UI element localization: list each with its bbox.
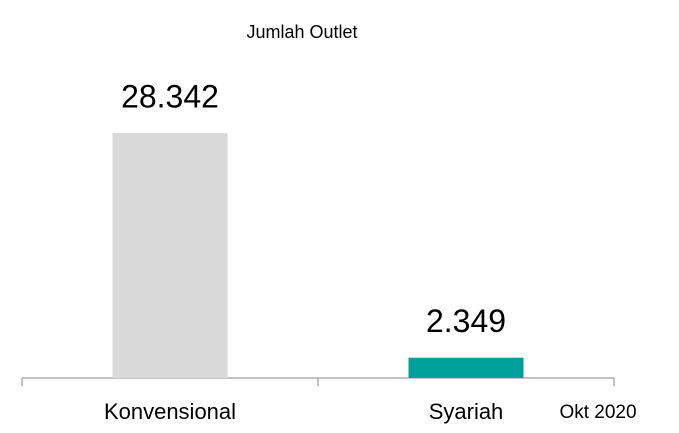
bar: [408, 357, 524, 378]
annotation: Okt 2020: [559, 402, 636, 423]
value-label: 28.342: [121, 78, 219, 114]
x-tick-label: Konvensional: [104, 399, 236, 424]
bar: [112, 133, 228, 378]
value-label: 2.349: [426, 303, 506, 339]
chart-title: Jumlah Outlet: [246, 22, 357, 42]
x-tick-label: Syariah: [429, 399, 504, 424]
